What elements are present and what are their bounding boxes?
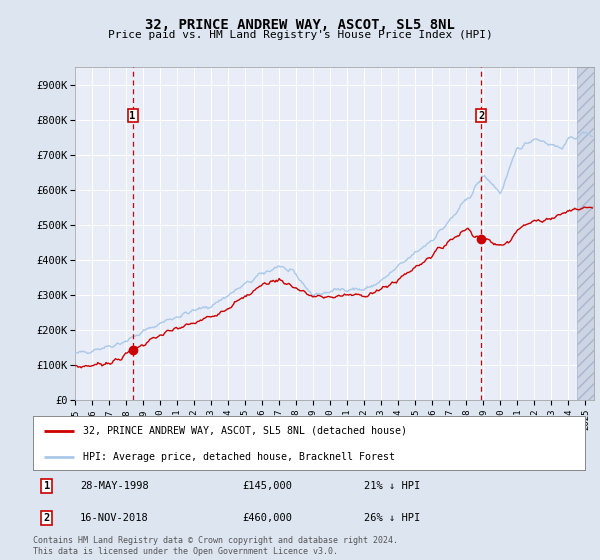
Text: Contains HM Land Registry data © Crown copyright and database right 2024.
This d: Contains HM Land Registry data © Crown c… bbox=[33, 536, 398, 556]
Text: 28-MAY-1998: 28-MAY-1998 bbox=[80, 481, 149, 491]
Text: 16-NOV-2018: 16-NOV-2018 bbox=[80, 513, 149, 523]
Bar bbox=[577, 67, 594, 400]
Text: 1: 1 bbox=[44, 481, 50, 491]
Text: 32, PRINCE ANDREW WAY, ASCOT, SL5 8NL: 32, PRINCE ANDREW WAY, ASCOT, SL5 8NL bbox=[145, 18, 455, 32]
Text: HPI: Average price, detached house, Bracknell Forest: HPI: Average price, detached house, Brac… bbox=[83, 452, 395, 461]
Text: £145,000: £145,000 bbox=[243, 481, 293, 491]
Text: 26% ↓ HPI: 26% ↓ HPI bbox=[364, 513, 421, 523]
Text: 32, PRINCE ANDREW WAY, ASCOT, SL5 8NL (detached house): 32, PRINCE ANDREW WAY, ASCOT, SL5 8NL (d… bbox=[83, 426, 407, 436]
Text: £460,000: £460,000 bbox=[243, 513, 293, 523]
Text: 21% ↓ HPI: 21% ↓ HPI bbox=[364, 481, 421, 491]
Text: Price paid vs. HM Land Registry's House Price Index (HPI): Price paid vs. HM Land Registry's House … bbox=[107, 30, 493, 40]
Text: 1: 1 bbox=[130, 110, 136, 120]
Text: 2: 2 bbox=[44, 513, 50, 523]
Text: 2: 2 bbox=[478, 110, 484, 120]
